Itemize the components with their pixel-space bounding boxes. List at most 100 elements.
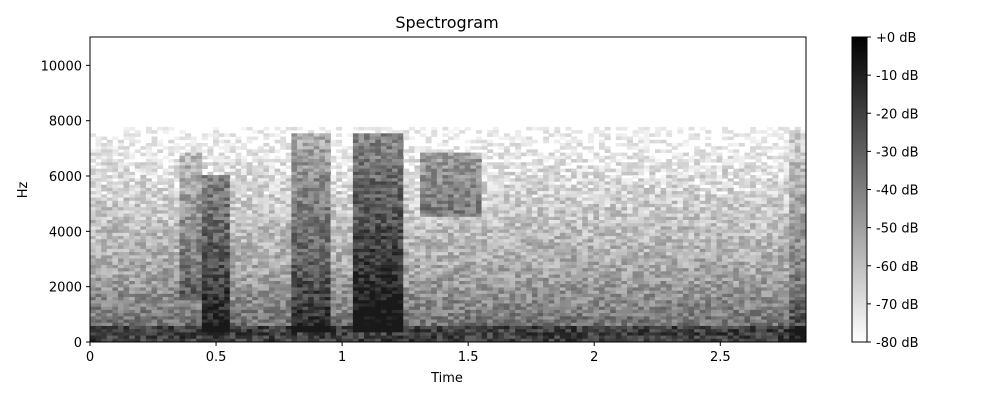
- spectrogram-cell: [280, 338, 287, 343]
- spectrogram-cell: [95, 139, 102, 144]
- spectrogram-cell: [112, 200, 119, 205]
- spectrogram-cell: [296, 220, 303, 224]
- spectrogram-cell: [492, 258, 499, 263]
- spectrogram-cell: [252, 261, 259, 266]
- spectrogram-cell: [213, 175, 220, 179]
- spectrogram-cell: [503, 187, 510, 192]
- spectrogram-cell: [90, 168, 96, 173]
- spectrogram-cell: [185, 162, 192, 166]
- spectrogram-cell: [269, 242, 275, 247]
- spectrogram-cell: [229, 303, 236, 308]
- spectrogram-cell: [464, 239, 471, 243]
- spectrogram-cell: [481, 264, 488, 269]
- spectrogram-cell: [319, 242, 326, 247]
- spectrogram-cell: [470, 274, 477, 279]
- spectrogram-cell: [537, 207, 544, 211]
- spectrogram-cell: [151, 284, 158, 288]
- spectrogram-cell: [436, 264, 443, 269]
- spectrogram-cell: [386, 178, 393, 182]
- spectrogram-cell: [257, 303, 264, 308]
- spectrogram-cell: [431, 245, 438, 250]
- spectrogram-cell: [498, 210, 505, 214]
- spectrogram-cell: [201, 252, 208, 256]
- spectrogram-cell: [392, 319, 399, 324]
- spectrogram-cell: [403, 216, 410, 221]
- spectrogram-cell: [403, 274, 410, 279]
- spectrogram-cell: [185, 239, 192, 243]
- spectrogram-cell: [375, 165, 382, 170]
- spectrogram-cell: [296, 232, 303, 237]
- spectrogram-cell: [123, 152, 130, 157]
- spectrogram-cell: [190, 319, 197, 324]
- spectrogram-cell: [207, 223, 214, 227]
- spectrogram-cell: [190, 335, 197, 340]
- spectrogram-cell: [213, 136, 220, 141]
- spectrogram-cell: [257, 332, 264, 336]
- spectrogram-cell: [336, 274, 343, 279]
- spectrogram-cell: [179, 155, 186, 160]
- spectrogram-cell: [459, 168, 466, 173]
- spectrogram-cell: [470, 258, 477, 263]
- spectrogram-cell: [492, 130, 499, 134]
- spectrogram-cell: [386, 207, 393, 211]
- spectrogram-cell: [336, 191, 343, 195]
- spectrogram-cell: [235, 329, 242, 333]
- spectrogram-cell: [218, 239, 225, 243]
- spectrogram-cell: [364, 220, 371, 224]
- spectrogram-cell: [129, 200, 136, 205]
- spectrogram-cell: [117, 139, 124, 144]
- spectrogram-cell: [515, 142, 522, 147]
- spectrogram-cell: [157, 149, 164, 153]
- spectrogram-cell: [224, 268, 231, 272]
- spectrogram-cell: [145, 181, 152, 186]
- spectrogram-cell: [375, 277, 382, 282]
- spectrogram-cell: [425, 200, 432, 205]
- spectrogram-cell: [296, 136, 303, 141]
- spectrogram-cell: [420, 184, 427, 189]
- spectrogram-cell: [112, 264, 119, 269]
- spectrogram-cell: [324, 239, 331, 243]
- spectrogram-cell: [498, 232, 505, 237]
- spectrogram-cell: [459, 300, 466, 304]
- spectrogram-cell: [196, 146, 203, 150]
- spectrogram-cell: [252, 236, 259, 240]
- spectrogram-cell: [520, 142, 527, 147]
- spectrogram-cell: [481, 309, 488, 314]
- spectrogram-cell: [470, 165, 477, 170]
- spectrogram-cell: [358, 200, 365, 205]
- spectrogram-cell: [392, 194, 399, 198]
- spectrogram-cell: [397, 261, 404, 266]
- spectrogram-cell: [341, 300, 348, 304]
- spectrogram-cell: [274, 191, 281, 195]
- spectrogram-cell: [459, 226, 466, 231]
- spectrogram-cell: [218, 248, 225, 253]
- spectrogram-cell: [101, 248, 108, 253]
- spectrogram-cell: [364, 146, 371, 150]
- spectrogram-cell: [397, 139, 404, 144]
- spectrogram-cell: [313, 255, 320, 259]
- spectrogram-cell: [531, 187, 538, 192]
- spectrogram-cell: [526, 258, 533, 263]
- spectrogram-cell: [173, 229, 180, 234]
- spectrogram-cell: [481, 300, 488, 304]
- spectrogram-cell: [330, 236, 337, 240]
- spectrogram-cell: [145, 126, 152, 131]
- spectrogram-cell: [291, 168, 298, 173]
- spectrogram-cell: [140, 306, 147, 311]
- spectrogram-cell: [224, 261, 231, 266]
- spectrogram-cell: [509, 255, 516, 259]
- spectrogram-cell: [274, 207, 281, 211]
- spectrogram-cell: [487, 223, 494, 227]
- spectrogram-cell: [168, 232, 175, 237]
- spectrogram-cell: [515, 200, 522, 205]
- spectrogram-cell: [162, 271, 169, 275]
- spectrogram-cell: [509, 165, 516, 170]
- spectrogram-cell: [257, 239, 264, 243]
- spectrogram-cell: [358, 213, 365, 218]
- spectrogram-cell: [442, 220, 449, 224]
- spectrogram-cell: [168, 319, 175, 324]
- spectrogram-cell: [101, 239, 108, 243]
- spectrogram-cell: [403, 168, 410, 173]
- spectrogram-cell: [145, 332, 152, 336]
- spectrogram-cell: [157, 216, 164, 221]
